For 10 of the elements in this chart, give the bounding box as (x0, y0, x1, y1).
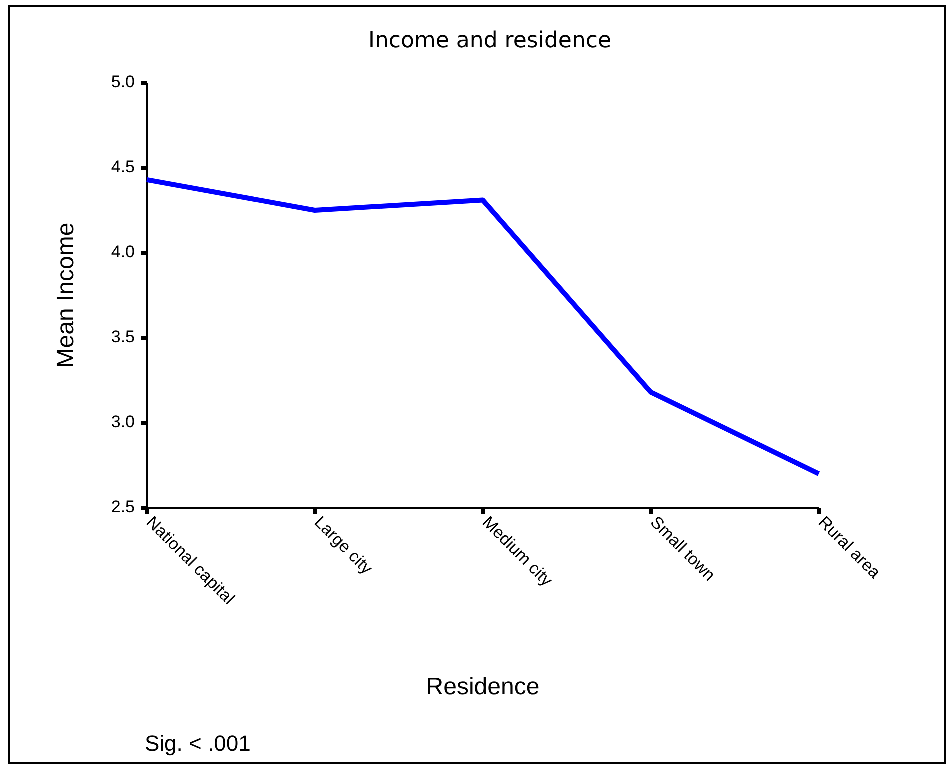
y-tick-label: 4.5 (111, 158, 135, 177)
x-axis-title: Residence (426, 674, 540, 701)
y-tick-label: 5.0 (111, 72, 135, 92)
y-tick-label: 4.0 (111, 242, 135, 262)
y-tick-label: 3.0 (111, 412, 135, 432)
y-tick-label: 3.5 (111, 328, 135, 347)
y-axis-title: Mean Income (52, 222, 80, 368)
y-tick-label: 2.5 (111, 498, 135, 517)
text: Sig. < .001 (145, 731, 251, 756)
chart-title: Income and residence (368, 28, 612, 54)
